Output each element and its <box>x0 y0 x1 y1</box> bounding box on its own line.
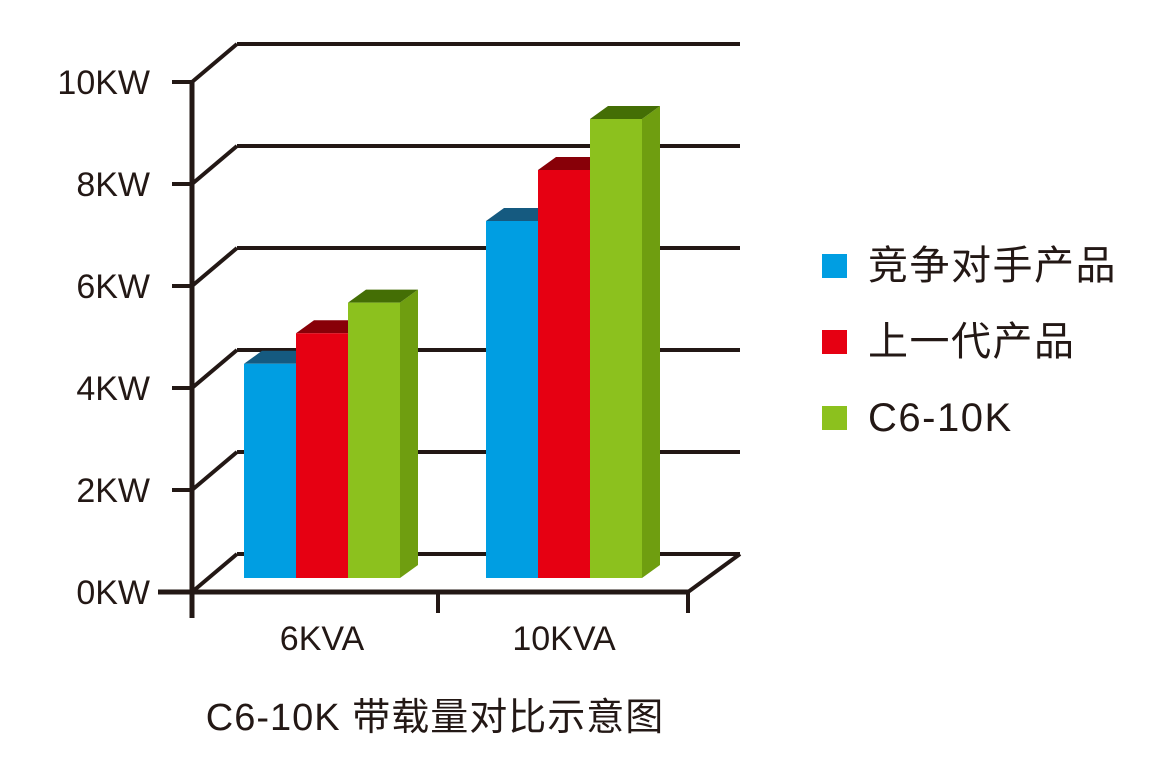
legend-label-c6-10k: C6-10K <box>868 396 1013 440</box>
y-tick-label-0kw: 0KW <box>76 574 150 612</box>
legend-item-competitor: 竞争对手产品 <box>822 243 1117 289</box>
legend-swatch-competitor <box>822 254 847 278</box>
x-category-label-10kva: 10KVA <box>512 620 616 658</box>
gridline-diagonal-0kw <box>190 552 239 594</box>
legend-item-c6-10k: C6-10K <box>822 395 1117 441</box>
gridline-diagonal-8kw <box>190 144 239 186</box>
bar-c6-10k-6kva-top-face <box>348 289 418 303</box>
bar-c6-10k-10kva-side-face <box>642 106 660 578</box>
x-category-label-6kva: 6KVA <box>280 620 365 658</box>
y-tick-label-8kw: 8KW <box>76 166 150 204</box>
legend-label-previous-gen: 上一代产品 <box>868 320 1076 364</box>
bar-competitor-6kva-front-face <box>244 363 296 578</box>
bar-c6-10k-6kva-side-face <box>400 289 418 578</box>
bar-previous-gen-10kva-front-face <box>538 170 590 578</box>
bar-previous-gen-6kva-front-face <box>296 333 348 578</box>
legend-item-previous-gen: 上一代产品 <box>822 319 1117 365</box>
bar-c6-10k-10kva-front-face <box>590 119 642 578</box>
gridline-diagonal-2kw <box>190 450 239 492</box>
x-axis-depth-diagonal <box>686 552 742 594</box>
chart-title: C6-10K 带载量对比示意图 <box>205 697 665 739</box>
legend-swatch-previous-gen <box>822 330 847 354</box>
gridline-diagonal-4kw <box>190 348 239 390</box>
gridline-diagonal-10kw <box>190 42 239 84</box>
bar-c6-10k-10kva-top-face <box>590 106 660 119</box>
bar-c6-10k-6kva-front-face <box>348 302 400 578</box>
gridline-diagonal-6kw <box>190 246 239 288</box>
y-tick-label-10kw: 10KW <box>57 64 150 102</box>
y-tick-label-2kw: 2KW <box>76 472 150 510</box>
legend-swatch-c6-10k <box>822 406 847 430</box>
y-tick-label-6kw: 6KW <box>76 268 150 306</box>
y-tick-label-4kw: 4KW <box>76 370 150 408</box>
legend-label-competitor: 竞争对手产品 <box>868 244 1117 288</box>
bar-competitor-10kva-front-face <box>486 221 538 578</box>
chart-legend: 竞争对手产品 上一代产品 C6-10K <box>822 243 1117 441</box>
